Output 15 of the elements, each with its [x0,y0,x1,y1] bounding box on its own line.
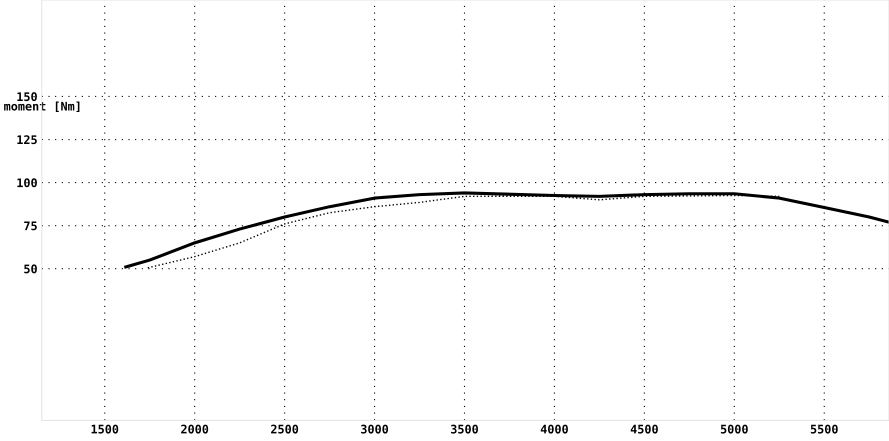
x-tick-label: 5000 [720,424,748,434]
y-tick-label: 75 [24,222,37,230]
x-tick-label: 3000 [361,424,388,434]
x-tick-label: 1500 [92,424,118,434]
y-axis-title: moment [Nm] [4,102,80,112]
x-tick-label: 5500 [810,424,838,434]
x-tick-label: 2000 [181,424,208,434]
y-tick-label: 125 [17,135,37,144]
y-tick-label: 150 [17,92,37,102]
x-tick-label: 4500 [630,424,658,434]
y-tick-label: 50 [24,264,37,274]
y-tick-label: 100 [17,178,37,188]
x-tick-label: 2500 [271,424,298,434]
x-tick-label: 3500 [451,424,478,434]
x-tick-label: 4000 [540,424,568,434]
